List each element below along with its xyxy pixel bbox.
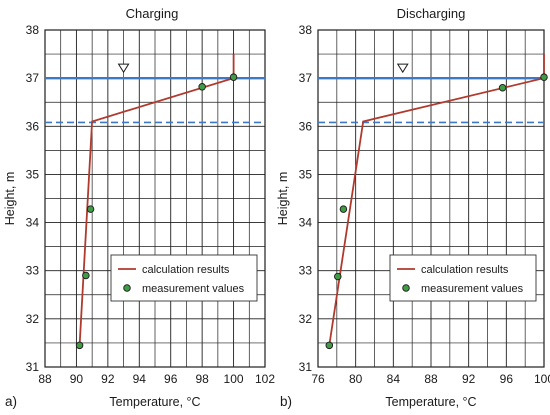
legend-label-measurement: measurement values (421, 283, 524, 295)
y-tick-label: 31 (299, 360, 313, 374)
x-tick-label: 96 (500, 372, 514, 386)
plot-frame (44, 29, 266, 368)
x-tick-label: 84 (387, 372, 401, 386)
panel-label: b) (280, 394, 292, 409)
y-tick-label: 36 (299, 119, 313, 133)
y-tick-label: 34 (26, 216, 40, 230)
x-tick-label: 80 (349, 372, 363, 386)
panel-charging: 88 90 92 94 96 98 100 102 31 32 33 34 35 36 37 38 Chargi… (3, 6, 275, 409)
x-tick-label: 90 (70, 372, 84, 386)
calculation-line (78, 54, 235, 346)
measurement-point (540, 73, 548, 81)
measurement-point (82, 271, 90, 280)
measurement-point (229, 73, 238, 81)
x-axis-label: Temperature, °C (385, 395, 476, 409)
plot-frame (317, 29, 545, 368)
calculation-line (328, 54, 545, 346)
measurement-point (498, 84, 507, 92)
y-tick-label: 33 (26, 264, 40, 278)
measurement-point (339, 205, 348, 213)
legend-label-calculation: calculation results (421, 264, 509, 276)
x-tick-label: 92 (462, 372, 476, 386)
measurement-point (75, 341, 84, 350)
y-tick-label: 32 (299, 312, 313, 326)
chart-title: Charging (126, 6, 179, 21)
x-tick-label: 100 (224, 372, 244, 386)
panel-discharging: 76 80 84 88 92 96 100 31 32 33 34 35 36 37 38 Dischargi… (276, 6, 550, 409)
legend-box (110, 254, 258, 302)
y-tick-label: 35 (26, 167, 40, 181)
y-tick-label: 38 (299, 23, 313, 37)
measurement-point (198, 83, 206, 91)
legend-marker-swatch (402, 284, 410, 292)
x-tick-label: 76 (311, 372, 325, 386)
measurement-point (334, 272, 342, 281)
x-tick-label: 96 (164, 372, 178, 386)
water-level-triangle-icon (117, 63, 130, 74)
legend-label-calculation: calculation results (142, 264, 230, 276)
y-tick-label: 35 (299, 167, 313, 181)
chart-title: Discharging (397, 6, 466, 21)
x-axis-label: Temperature, °C (109, 395, 200, 409)
x-tick-label: 88 (38, 372, 52, 386)
x-tick-label: 92 (101, 372, 115, 386)
y-tick-label: 34 (299, 216, 313, 230)
legend-marker-swatch (123, 284, 131, 292)
water-level-triangle-icon (396, 63, 409, 74)
y-tick-label: 32 (26, 312, 40, 326)
y-tick-label: 36 (26, 119, 40, 133)
y-tick-label: 31 (26, 360, 40, 374)
x-tick-label: 88 (424, 372, 438, 386)
y-axis-label: Height, m (276, 172, 290, 226)
x-tick-label: 102 (255, 372, 275, 386)
x-tick-label: 100 (534, 372, 550, 386)
y-axis-label: Height, m (3, 172, 17, 226)
legend-label-measurement: measurement values (142, 283, 245, 295)
x-tick-label: 98 (195, 372, 209, 386)
y-tick-label: 33 (299, 264, 313, 278)
y-tick-label: 37 (26, 71, 40, 85)
y-tick-label: 38 (26, 23, 40, 37)
legend-box (389, 254, 537, 302)
measurement-point (325, 341, 334, 350)
x-tick-label: 94 (133, 372, 147, 386)
y-tick-label: 37 (299, 71, 313, 85)
panel-label: a) (5, 394, 17, 409)
measurement-point (86, 205, 95, 213)
